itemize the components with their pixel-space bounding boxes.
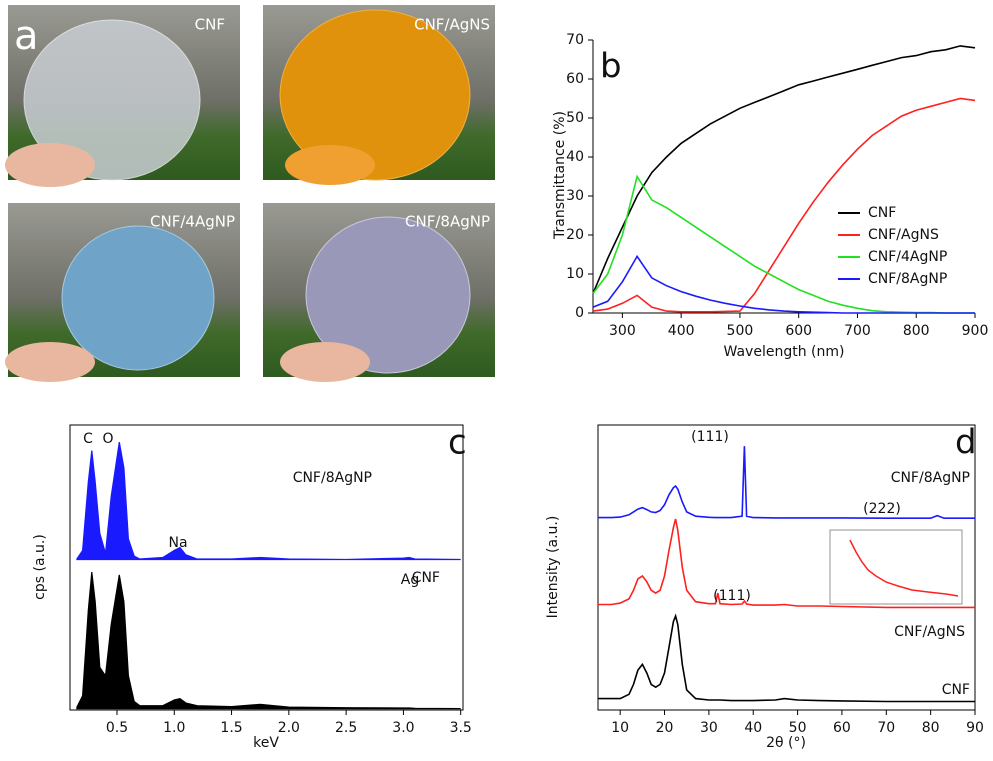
x-tick-label: 50 [789,720,807,736]
series-label: CNF [412,570,440,586]
photo-label: CNF/8AgNP [405,213,490,231]
plot-frame [70,425,463,710]
y-axis-label: Transmittance (%) [552,111,568,240]
y-axis-label: Intensity (a.u.) [545,516,561,619]
photo: CNF a [5,5,240,187]
panel-letter: d [955,423,977,463]
photo-panel: CNF a CNF/AgNS CNF/4AgNP CNF/8AgNP [5,5,495,382]
x-axis-label: Wavelength (nm) [724,344,845,360]
photo-label: CNF/AgNS [414,16,490,34]
annotation: (111) [691,429,729,445]
x-tick-label: 700 [844,323,871,339]
x-tick-label: 600 [785,323,812,339]
photo: CNF/8AgNP [263,203,495,382]
x-axis-label: 2θ (°) [766,735,806,751]
x-tick-label: 70 [877,720,895,736]
data-line [593,177,975,314]
x-tick-label: 800 [903,323,930,339]
panel-letter: b [600,47,622,87]
photo-label: CNF/4AgNP [150,213,235,231]
x-tick-label: 3.5 [450,720,472,736]
annotation: (111) [713,588,751,604]
photo-label: CNF [195,16,225,34]
x-tick-label: 90 [966,720,984,736]
x-tick-label: 2.0 [278,720,300,736]
panel-letter: c [448,423,467,463]
x-tick-label: 900 [962,323,989,339]
figure: CNF a CNF/AgNS CNF/4AgNP CNF/8AgNP 30040… [0,0,993,761]
data-area [77,442,461,559]
y-tick-label: 0 [575,305,584,321]
y-tick-label: 50 [566,110,584,126]
data-area [77,572,461,709]
legend-label: CNF/8AgNP [868,271,947,287]
panel-letter: a [14,13,39,59]
x-tick-label: 1.0 [163,720,185,736]
y-tick-label: 40 [566,149,584,165]
x-tick-label: 60 [833,720,851,736]
annotation: (222) [863,501,901,517]
x-tick-label: 40 [744,720,762,736]
legend-label: CNF [868,205,896,221]
annotation: O [102,431,113,447]
inset [830,530,962,604]
annotation: C [83,431,93,447]
y-axis-label: cps (a.u.) [32,534,48,600]
y-tick-label: 30 [566,188,584,204]
series-label: CNF/8AgNP [891,470,970,486]
photo: CNF/4AgNP [5,203,240,382]
x-tick-label: 20 [656,720,674,736]
series-label: CNF/8AgNP [293,470,372,486]
x-tick-label: 30 [700,720,718,736]
annotation: Na [168,535,187,551]
x-tick-label: 0.5 [106,720,128,736]
legend-label: CNF/AgNS [868,227,939,243]
series-label: CNF/AgNS [894,624,965,640]
x-tick-label: 3.0 [392,720,414,736]
photo: CNF/AgNS [263,5,495,185]
y-tick-label: 10 [566,266,584,282]
y-tick-label: 20 [566,227,584,243]
x-tick-label: 400 [668,323,695,339]
x-tick-label: 80 [922,720,940,736]
x-axis-label: keV [253,735,279,751]
x-tick-label: 2.5 [335,720,357,736]
y-tick-label: 70 [566,32,584,48]
x-tick-label: 500 [727,323,754,339]
x-tick-label: 300 [609,323,636,339]
series-label: CNF [942,682,970,698]
y-tick-label: 60 [566,71,584,87]
x-tick-label: 1.5 [220,720,242,736]
x-tick-label: 10 [611,720,629,736]
legend-label: CNF/4AgNP [868,249,947,265]
